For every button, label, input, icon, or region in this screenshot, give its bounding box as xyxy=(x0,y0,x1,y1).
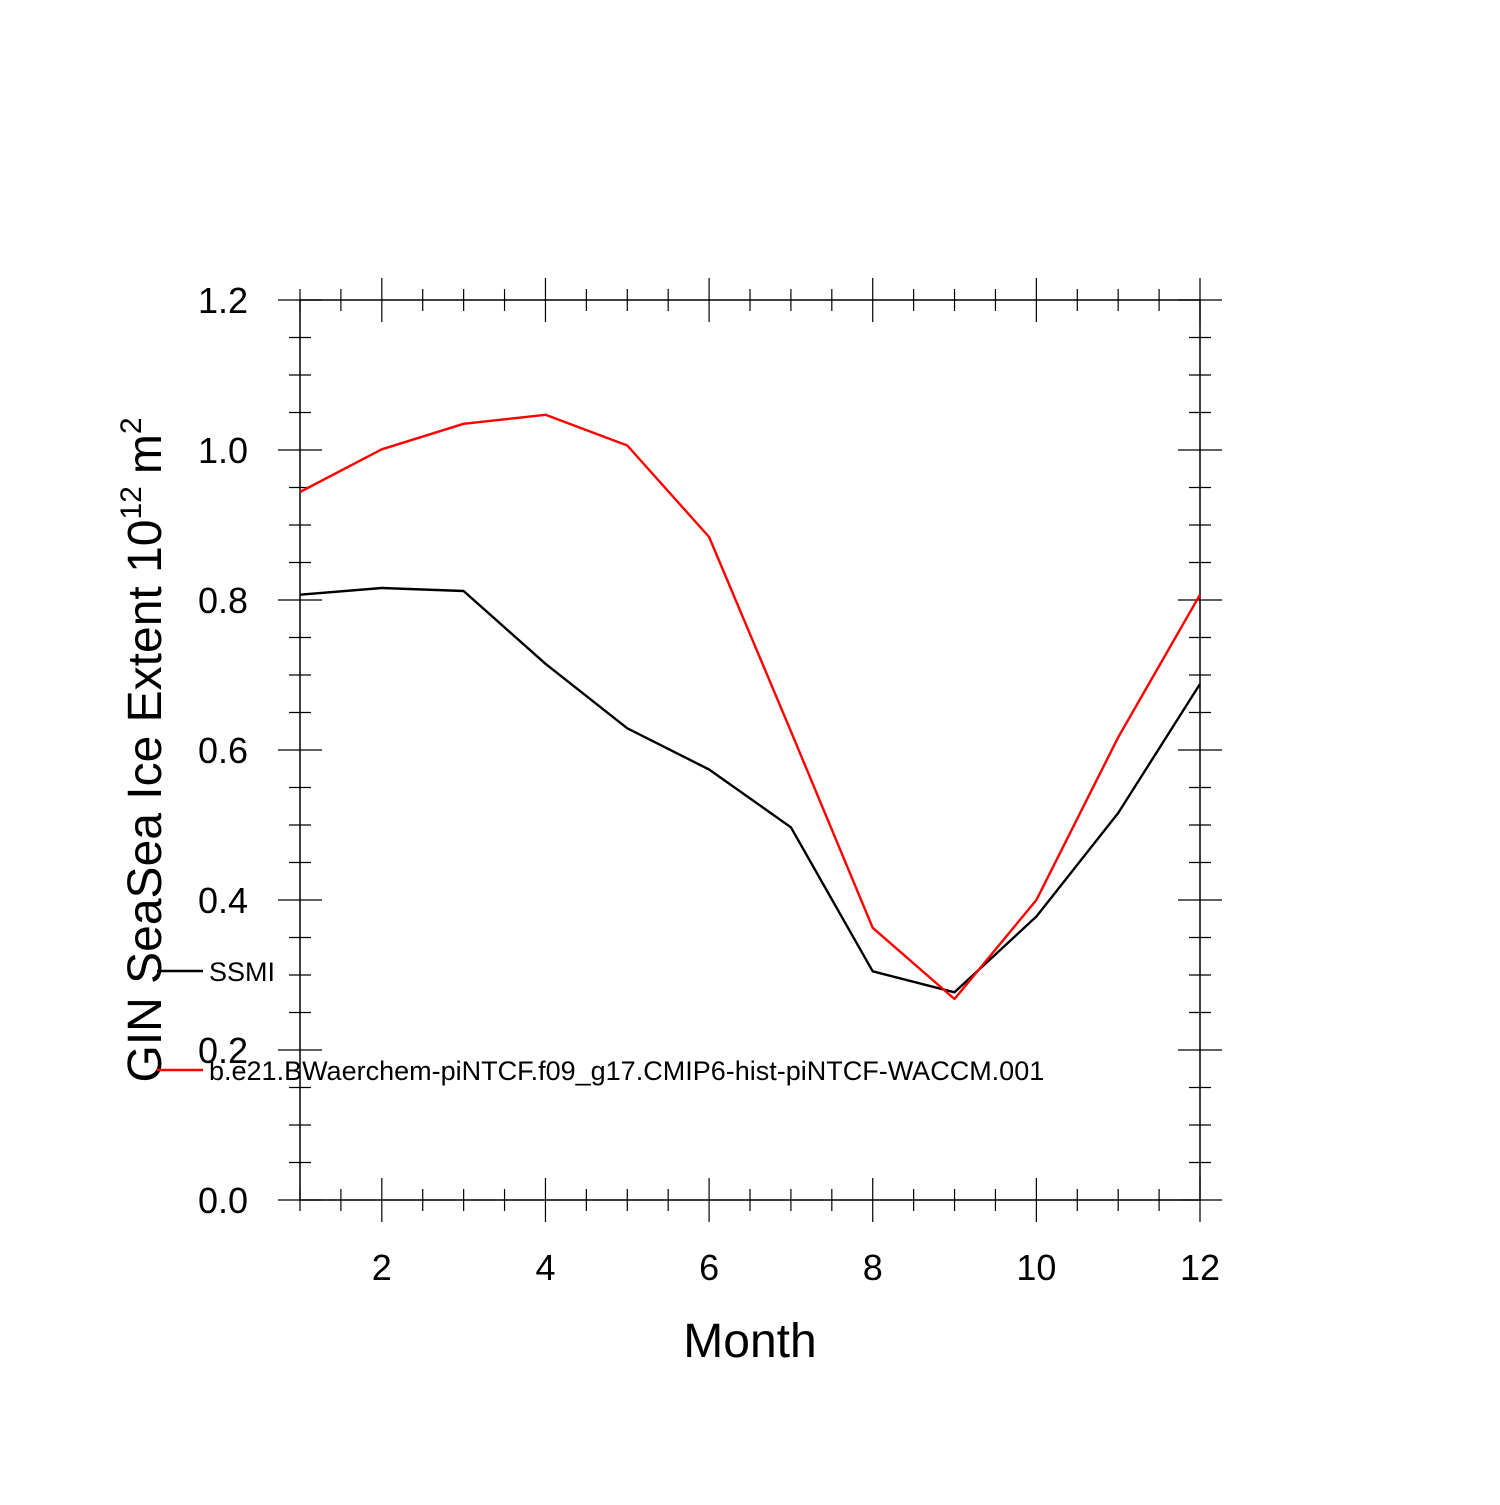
y-axis-title-unit: m xyxy=(119,434,172,474)
legend-label-1: SSMI xyxy=(209,957,275,987)
y-axis-title-text: GIN SeaSea Ice Extent 10 xyxy=(119,520,172,1083)
y-tick-label: 0.8 xyxy=(198,580,248,621)
y-tick-label: 0.4 xyxy=(198,880,248,921)
y-tick-label: 1.0 xyxy=(198,430,248,471)
y-tick-labels: 0.0 0.2 0.4 0.6 0.8 1.0 1.2 xyxy=(198,280,248,1221)
y-tick-label: 0.0 xyxy=(198,1180,248,1221)
x-tick-label: 4 xyxy=(535,1247,555,1288)
y-tick-label: 1.2 xyxy=(198,280,248,321)
y-tick-label: 0.6 xyxy=(198,730,248,771)
series-line-2 xyxy=(299,413,1202,1001)
x-axis-title: Month xyxy=(683,1315,816,1368)
y-axis-title-unit-exponent: 2 xyxy=(115,417,148,434)
x-tick-label: 12 xyxy=(1180,1247,1220,1288)
x-tick-label: 8 xyxy=(863,1247,883,1288)
legend: SSMI b.e21.BWaerchem-piNTCF.f09_g17.CMIP6… xyxy=(157,957,1044,1086)
plot-frame xyxy=(299,299,1201,1201)
x-tick-label: 6 xyxy=(699,1247,719,1288)
series-line-1 xyxy=(299,586,1202,994)
y-axis-title: GIN SeaSea Ice Extent 1012 m2 xyxy=(115,417,172,1082)
series-lines xyxy=(299,413,1202,1001)
x-tick-label: 2 xyxy=(372,1247,392,1288)
legend-label-2: b.e21.BWaerchem-piNTCF.f09_g17.CMIP6-his… xyxy=(209,1056,1044,1086)
x-tick-labels: 2 4 6 8 10 12 xyxy=(372,1247,1220,1288)
y-tick-label: 0.2 xyxy=(198,1030,248,1071)
y-axis-title-exponent: 12 xyxy=(115,486,148,519)
x-tick-label: 10 xyxy=(1016,1247,1056,1288)
